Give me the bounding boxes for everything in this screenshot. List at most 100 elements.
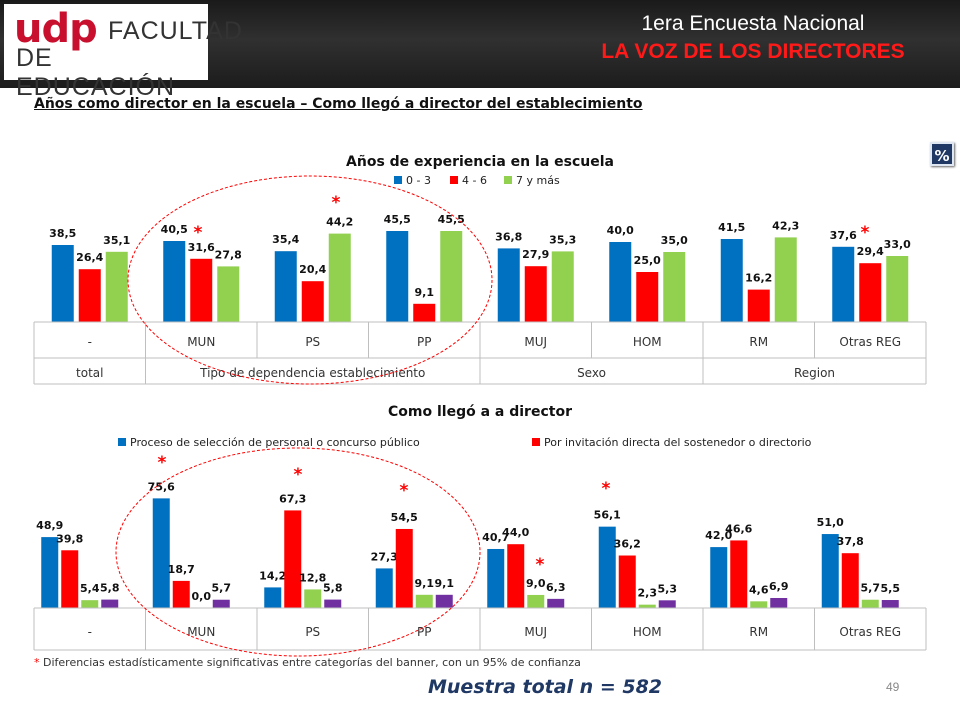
data-label: 29,4: [857, 245, 884, 258]
legend-entry: Por invitación directa del sostenedor o …: [544, 436, 812, 449]
bar: [217, 266, 240, 322]
data-label: 75,6: [148, 480, 175, 493]
data-label: 44,2: [326, 216, 353, 229]
significance-star: *: [400, 481, 409, 501]
bar: [658, 600, 676, 608]
legend-entry: 4 - 6: [462, 174, 487, 187]
bar: [859, 263, 882, 322]
bar: [78, 269, 101, 322]
bar: [487, 548, 505, 608]
bar: [527, 594, 545, 608]
bar: [51, 245, 74, 322]
tick-label: PS: [305, 335, 320, 349]
bar: [747, 289, 770, 322]
data-label: 18,7: [168, 563, 195, 576]
tick-label: PP: [417, 335, 431, 349]
footnote: * Diferencias estadísticamente significa…: [34, 656, 581, 669]
bar: [507, 544, 525, 608]
legend-entry: Proceso de selección de personal o concu…: [130, 436, 420, 449]
bar: [881, 600, 899, 608]
bar: [375, 568, 393, 608]
bar: [524, 266, 547, 322]
bar: [710, 547, 728, 608]
data-label: 36,8: [495, 230, 522, 243]
data-label: 5,4: [80, 582, 100, 595]
data-label: 33,0: [884, 238, 911, 251]
chart-title: Años de experiencia en la escuela: [346, 154, 614, 170]
tick-label: Otras REG: [839, 335, 901, 349]
bar: [435, 594, 453, 608]
data-label: 39,8: [56, 532, 83, 545]
legend-swatch: [394, 176, 402, 184]
bar: [598, 526, 616, 608]
footnote-text: Diferencias estadísticamente significati…: [39, 656, 581, 669]
highlight-ellipse: [127, 175, 493, 385]
data-label: 4,6: [749, 583, 769, 596]
bar: [547, 598, 565, 608]
bar: [720, 239, 743, 322]
data-label: 27,3: [371, 550, 398, 563]
bar: [636, 272, 659, 322]
data-label: 5,8: [323, 582, 343, 595]
data-label: 2,3: [638, 587, 658, 600]
group-label: total: [76, 366, 103, 380]
presentation-subtitle: LA VOZ DE LOS DIRECTORES: [601, 40, 905, 63]
tick-label: MUJ: [524, 625, 547, 639]
data-label: 9,1: [415, 286, 435, 299]
bar: [274, 251, 297, 322]
bar: [386, 231, 409, 322]
bar: [301, 281, 324, 322]
data-label: 5,5: [881, 582, 901, 595]
bar: [264, 587, 282, 608]
header-band: udp FACULTAD DE EDUCACIÓN 1era Encuesta …: [0, 0, 960, 101]
data-label: 36,2: [614, 538, 641, 551]
bar: [152, 498, 170, 608]
data-label: 38,5: [49, 227, 76, 240]
tick-label: PP: [417, 625, 431, 639]
legend-swatch: [118, 438, 126, 446]
bar: [497, 248, 520, 322]
data-label: 35,0: [661, 234, 688, 247]
data-label: 26,4: [76, 251, 103, 264]
data-label: 5,7: [861, 582, 881, 595]
significance-star: *: [536, 555, 545, 575]
data-label: 5,7: [212, 582, 232, 595]
data-label: 35,4: [272, 233, 299, 246]
data-label: 12,8: [299, 571, 326, 584]
bar: [832, 246, 855, 322]
legend-swatch: [450, 176, 458, 184]
sample-note: Muestra total n = 582: [428, 676, 663, 698]
data-label: 40,5: [161, 223, 188, 236]
bar: [770, 597, 788, 608]
group-label: Region: [794, 366, 835, 380]
bar: [395, 528, 413, 608]
bar: [841, 553, 859, 608]
bar: [41, 537, 59, 608]
data-label: 37,8: [837, 535, 864, 548]
data-label: 41,5: [718, 221, 745, 234]
bar: [101, 599, 119, 608]
bar: [190, 258, 213, 322]
data-label: 6,9: [769, 580, 789, 593]
bar: [284, 510, 302, 608]
tick-label: HOM: [633, 625, 662, 639]
legend-entry: 0 - 3: [406, 174, 431, 187]
tick-label: Otras REG: [839, 625, 901, 639]
percent-badge[interactable]: %: [930, 142, 954, 166]
significance-star: *: [332, 193, 341, 213]
data-label: 45,5: [384, 213, 411, 226]
data-label: 67,3: [279, 492, 306, 505]
data-label: 40,7: [482, 531, 509, 544]
data-label: 27,9: [522, 248, 549, 261]
chart-title: Como llegó a a director: [388, 404, 572, 420]
data-label: 5,8: [100, 582, 120, 595]
tick-label: MUN: [187, 335, 215, 349]
significance-star: *: [194, 223, 203, 243]
bar: [163, 241, 186, 322]
tick-label: MUN: [187, 625, 215, 639]
data-label: 54,5: [391, 511, 418, 524]
bar: [730, 540, 748, 608]
data-label: 14,2: [259, 569, 286, 582]
bar: [861, 599, 879, 608]
